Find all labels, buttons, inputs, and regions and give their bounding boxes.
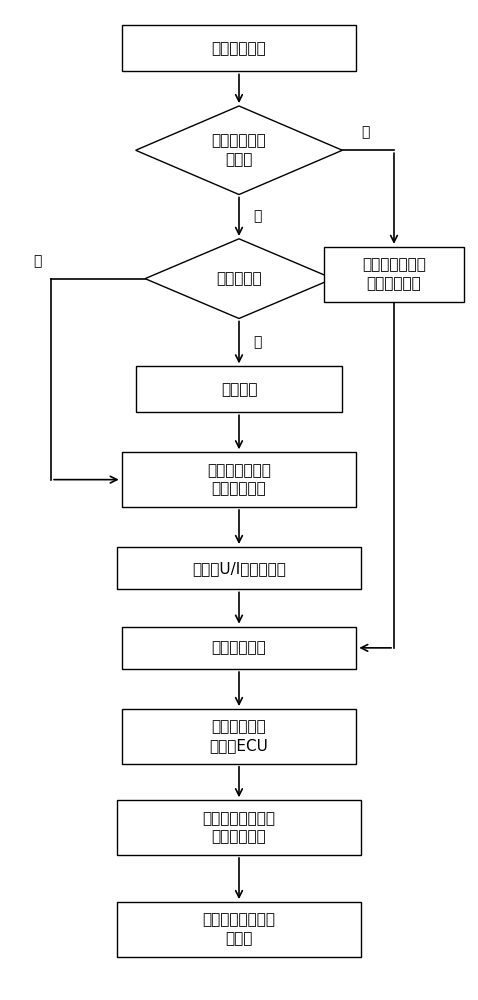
Text: 传感器检测无线
油门开关位置: 传感器检测无线 油门开关位置 xyxy=(362,257,426,291)
Text: 电机驱动节气门控
制转速: 电机驱动节气门控 制转速 xyxy=(203,913,275,946)
Text: 否: 否 xyxy=(253,210,261,224)
Text: 处理后信号送
发动机ECU: 处理后信号送 发动机ECU xyxy=(209,720,269,753)
Text: 初次使用？: 初次使用？ xyxy=(216,271,262,286)
Text: 上电做好准备: 上电做好准备 xyxy=(212,41,266,56)
Bar xyxy=(117,800,361,855)
Polygon shape xyxy=(145,239,333,318)
Text: 是: 是 xyxy=(361,126,369,140)
Bar xyxy=(121,452,357,507)
Text: 信号经U/I隔离放大器: 信号经U/I隔离放大器 xyxy=(192,561,286,576)
Bar xyxy=(117,902,361,957)
Text: 是: 是 xyxy=(253,335,261,349)
Bar xyxy=(121,25,357,71)
Text: 传感器检测油门
踏板高度位置: 传感器检测油门 踏板高度位置 xyxy=(207,463,271,496)
Text: 面板调零: 面板调零 xyxy=(221,382,257,397)
Bar xyxy=(121,627,357,669)
Text: 无线遥控开关
按下？: 无线遥控开关 按下？ xyxy=(212,133,266,167)
Bar xyxy=(121,709,357,764)
Text: 否: 否 xyxy=(33,254,42,268)
Polygon shape xyxy=(136,106,342,195)
Bar xyxy=(136,366,342,412)
Text: 信号送控制器: 信号送控制器 xyxy=(212,640,266,655)
Bar xyxy=(324,247,465,302)
Text: 计算出控制信号送
发动机继电器: 计算出控制信号送 发动机继电器 xyxy=(203,811,275,844)
Bar xyxy=(117,547,361,589)
